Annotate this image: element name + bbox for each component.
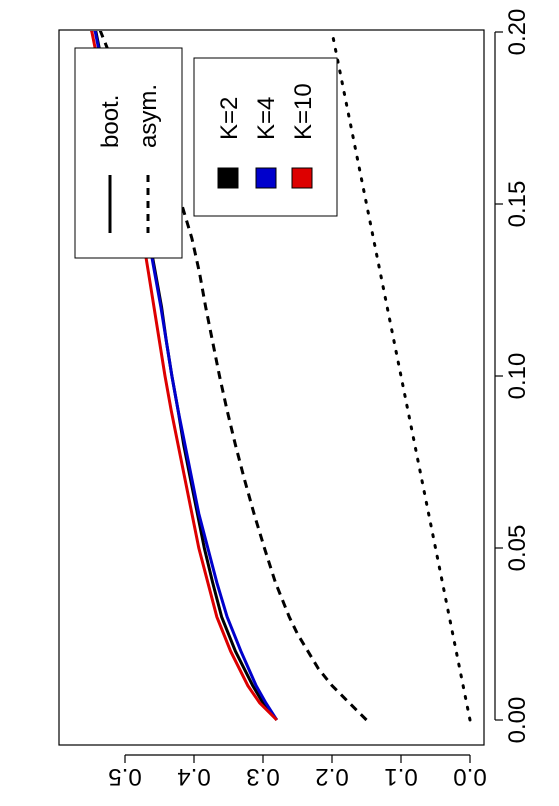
linetype-legend: boot. asym. <box>74 47 183 259</box>
legend-label-k10: K=10 <box>290 83 317 140</box>
y-tick-label: 0.0 <box>453 763 486 790</box>
y-tick-label: 0.3 <box>246 763 279 790</box>
axis-layer: 0.00 0.05 0.10 0.15 0.20 0.0 0.1 0.2 0.3 0.4 0.5 <box>108 9 531 790</box>
legend-swatch-k4 <box>255 167 277 189</box>
y-tick-label: 0.1 <box>384 763 417 790</box>
legend-label-asym: asym. <box>135 84 162 148</box>
y-tick-label: 0.5 <box>108 763 141 790</box>
legend-swatch-k10 <box>291 167 313 189</box>
legend-label-k2: K=2 <box>216 97 243 140</box>
color-legend: K=2 K=4 K=10 <box>193 57 338 217</box>
color-legend-box <box>193 57 338 217</box>
x-tick-label: 0.20 <box>504 9 531 56</box>
legend-label-boot: boot. <box>97 95 124 148</box>
series-reference <box>330 31 472 722</box>
x-tick-label: 0.10 <box>504 353 531 400</box>
y-tick-label: 0.4 <box>177 763 210 790</box>
series-asym <box>98 31 368 722</box>
plot-frame <box>58 29 485 746</box>
legend-swatch-k2 <box>217 167 239 189</box>
x-tick-label: 0.05 <box>504 525 531 572</box>
y-tick-label: 0.2 <box>315 763 348 790</box>
linetype-legend-box <box>74 47 183 259</box>
x-tick-label: 0.00 <box>504 697 531 744</box>
legend-label-k4: K=4 <box>253 97 280 140</box>
x-tick-label: 0.15 <box>504 181 531 228</box>
